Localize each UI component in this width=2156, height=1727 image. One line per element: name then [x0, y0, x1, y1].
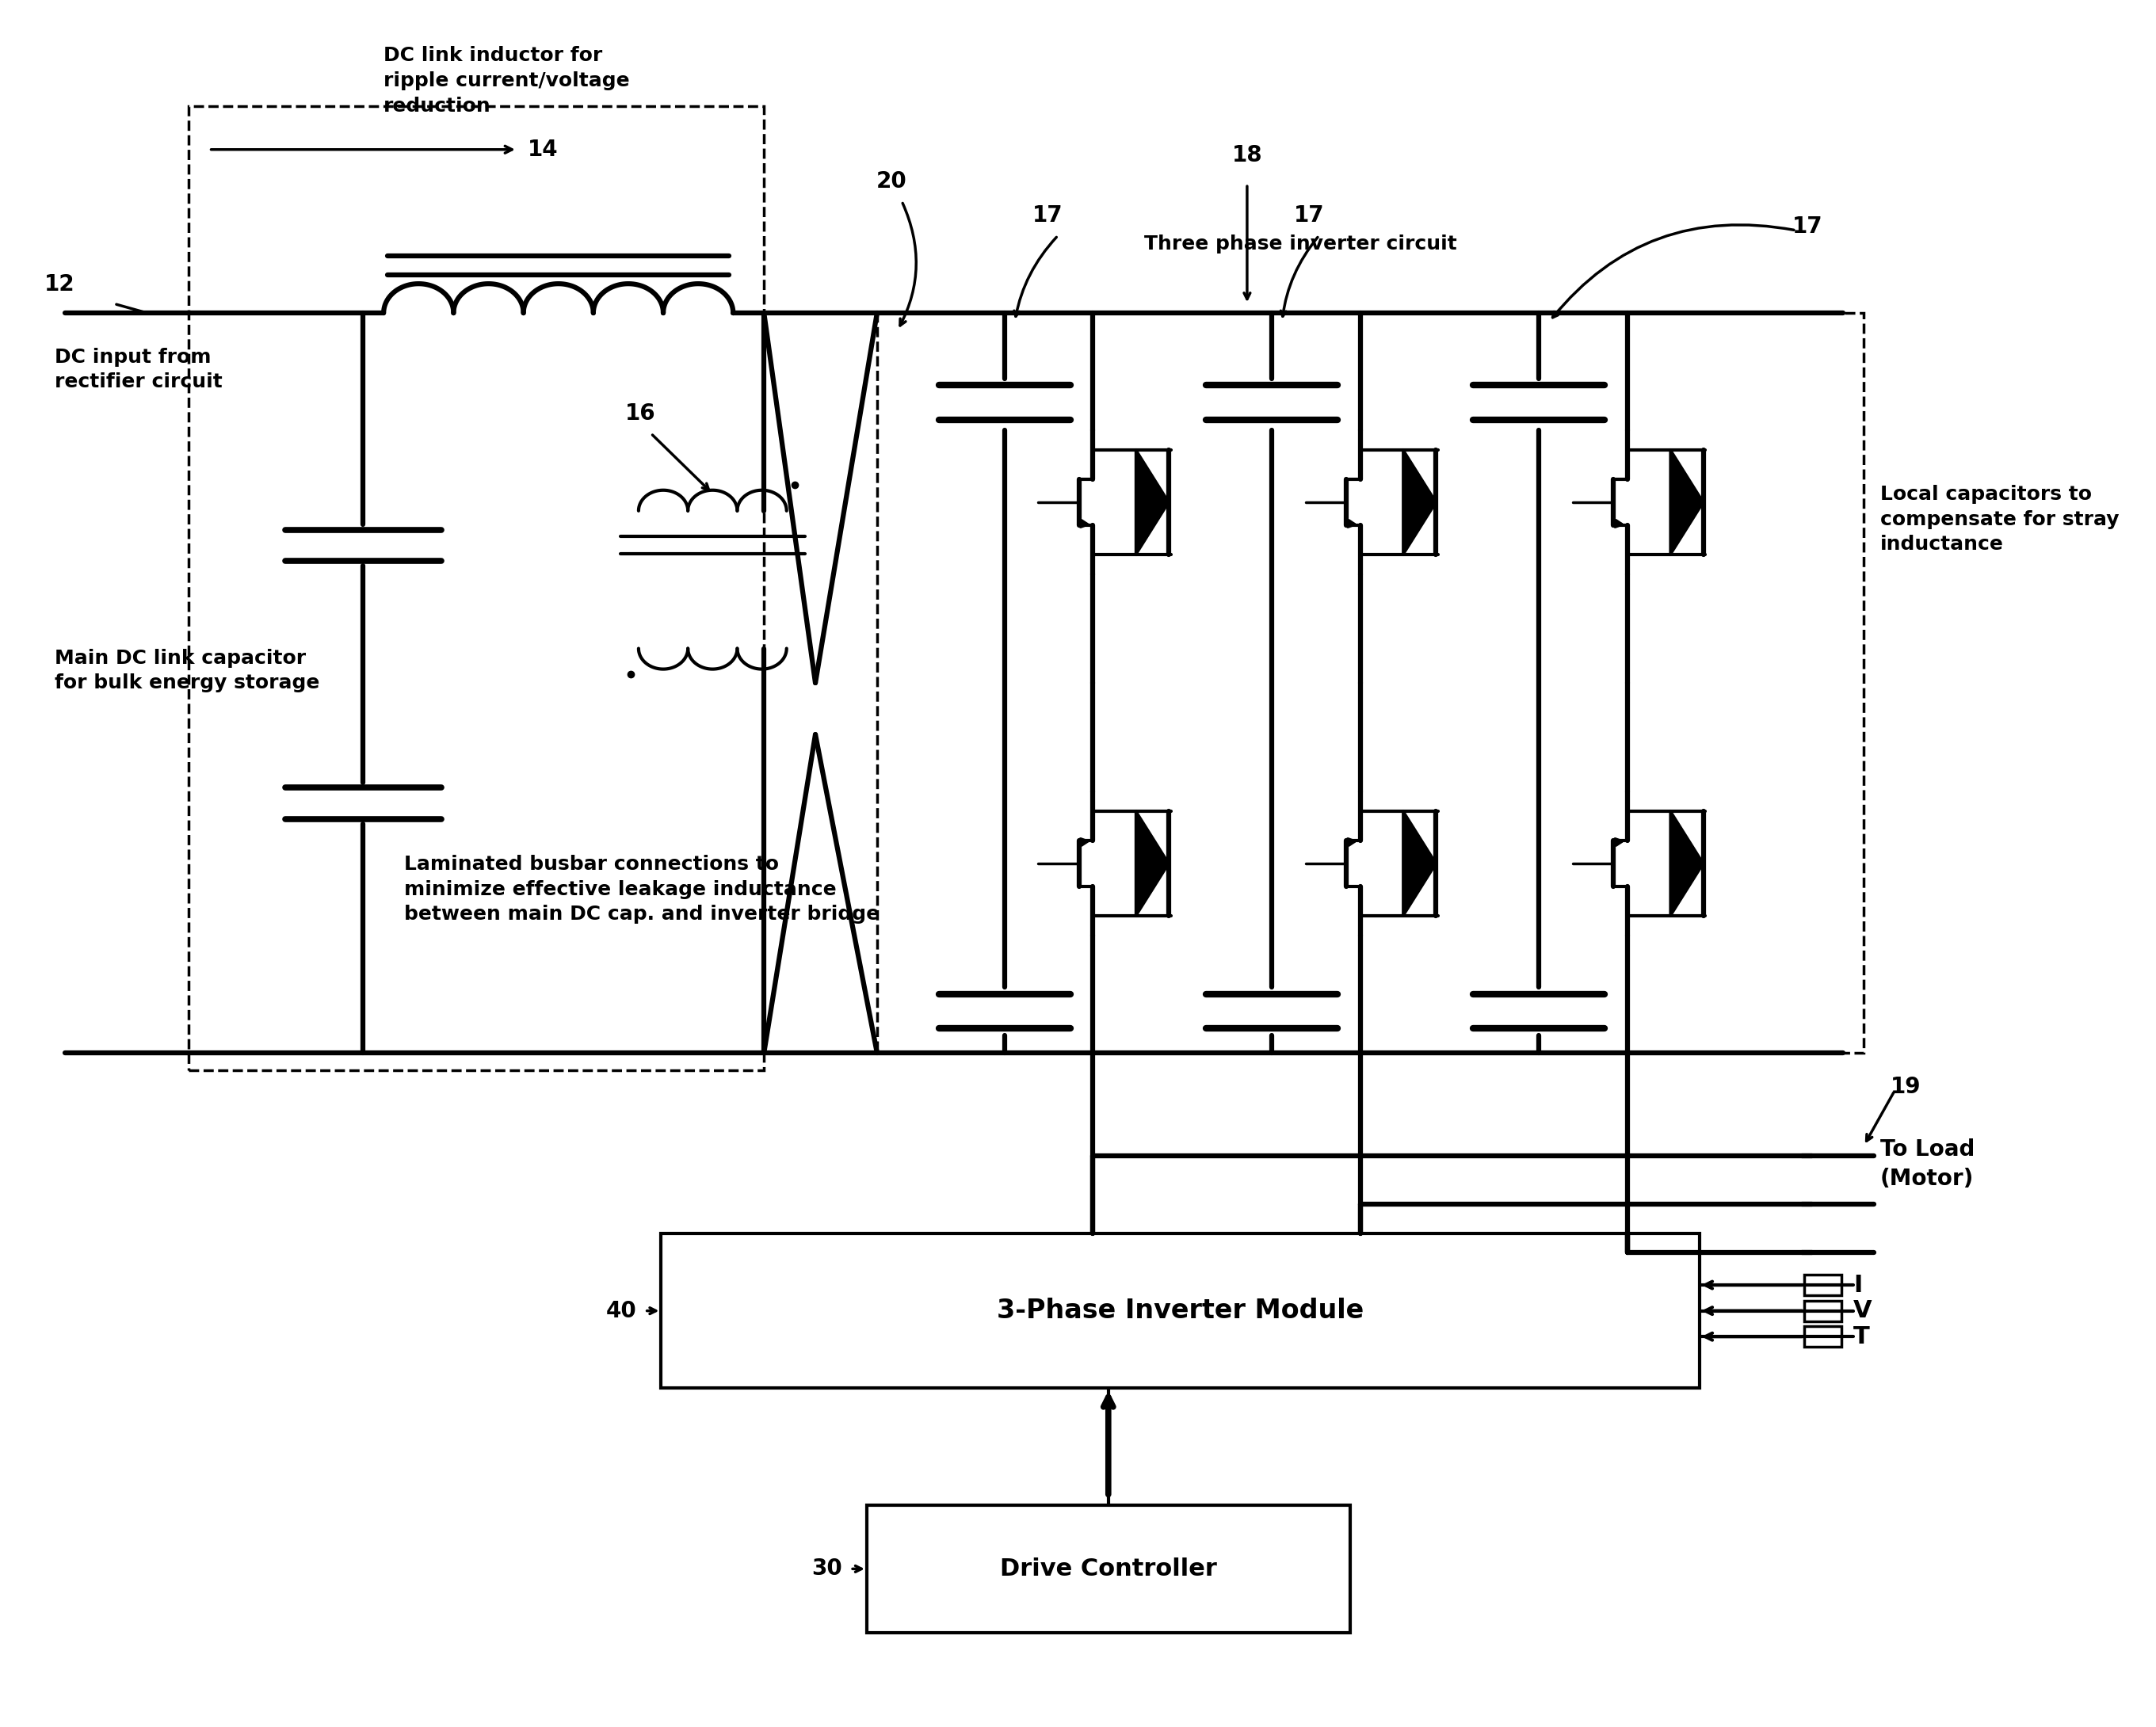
Polygon shape: [1671, 812, 1703, 915]
Text: 40: 40: [606, 1300, 636, 1321]
Bar: [867, 1506, 1350, 1632]
Bar: [662, 1233, 1699, 1389]
Text: 17: 17: [1792, 216, 1822, 238]
Text: Three phase inverter circuit: Three phase inverter circuit: [1145, 235, 1457, 254]
Polygon shape: [1404, 451, 1436, 554]
Text: 30: 30: [811, 1558, 843, 1580]
Text: Drive Controller: Drive Controller: [1000, 1558, 1216, 1580]
Text: V: V: [1854, 1299, 1871, 1323]
Text: Main DC link capacitor
for bulk energy storage: Main DC link capacitor for bulk energy s…: [54, 648, 319, 693]
Text: Local capacitors to
compensate for stray
inductance: Local capacitors to compensate for stray…: [1880, 485, 2119, 554]
Bar: [877, 313, 1865, 1053]
Bar: [188, 107, 763, 1071]
Polygon shape: [1136, 451, 1169, 554]
Text: DC link inductor for
ripple current/voltage
reduction: DC link inductor for ripple current/volt…: [384, 47, 630, 116]
Text: 3-Phase Inverter Module: 3-Phase Inverter Module: [996, 1297, 1365, 1325]
Text: To Load
(Motor): To Load (Motor): [1880, 1138, 1975, 1190]
Bar: [1805, 1326, 1841, 1347]
Polygon shape: [1404, 812, 1436, 915]
Text: 18: 18: [1231, 145, 1263, 168]
Text: 14: 14: [528, 138, 558, 161]
Text: T: T: [1854, 1325, 1869, 1349]
Text: 20: 20: [875, 171, 908, 192]
Text: 17: 17: [1294, 206, 1324, 226]
Bar: [1805, 1300, 1841, 1321]
Text: DC input from
rectifier circuit: DC input from rectifier circuit: [54, 347, 222, 392]
Polygon shape: [1136, 812, 1169, 915]
Text: 19: 19: [1891, 1076, 1921, 1098]
Text: I: I: [1854, 1273, 1863, 1297]
Bar: [1805, 1275, 1841, 1295]
Text: 12: 12: [45, 273, 75, 295]
Text: Laminated busbar connections to
minimize effective leakage inductance
between ma: Laminated busbar connections to minimize…: [403, 855, 880, 924]
Text: 16: 16: [625, 402, 655, 425]
Polygon shape: [1671, 451, 1703, 554]
Text: 17: 17: [1033, 206, 1063, 226]
